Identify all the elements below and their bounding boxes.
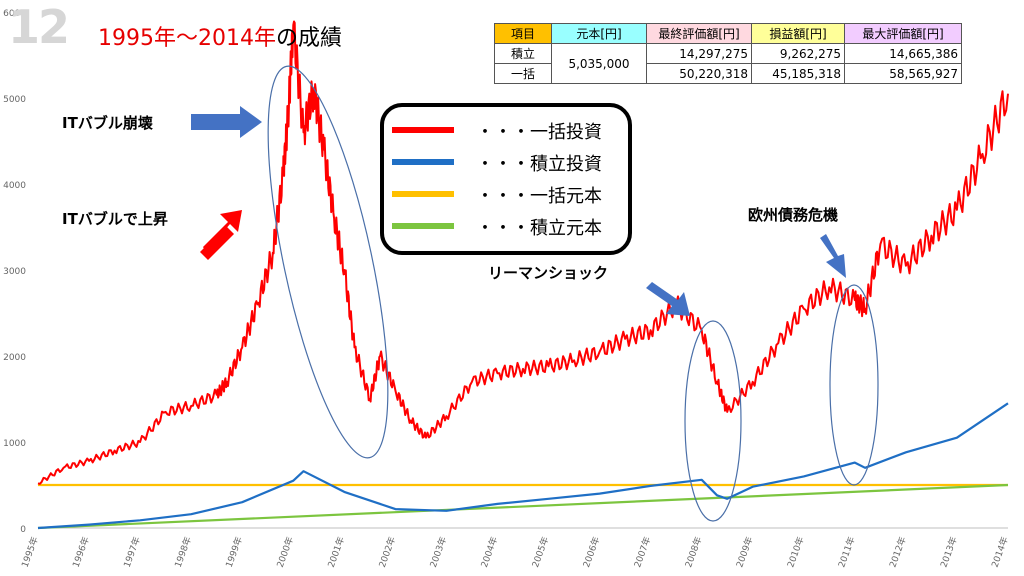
- arrow-right-icon: [191, 106, 262, 138]
- y-tick-label: 2000: [3, 353, 26, 363]
- highlight-ellipse-lehman: [684, 320, 742, 522]
- x-tick-label: 2004年: [478, 535, 500, 569]
- annotation-lehman-shock: リーマンショック: [488, 264, 609, 282]
- annotation-it-bubble-rise: ITバブルで上昇: [62, 210, 168, 228]
- final-value: 14,297,275: [646, 43, 752, 64]
- summary-table: 項目 元本[円] 最終評価額[円] 損益額[円] 最大評価額[円] 積立 5,0…: [494, 23, 962, 84]
- arrow-up-right-shaft-icon: [200, 226, 234, 260]
- x-tick-label: 1999年: [223, 535, 245, 569]
- legend-swatch: [392, 159, 454, 165]
- legend-item-tsumitate: ・・・積立投資: [384, 147, 628, 175]
- slide-title-range: 1995年～2014年: [98, 26, 276, 51]
- x-tick-label: 1997年: [121, 535, 143, 569]
- max-value: 14,665,386: [844, 43, 962, 64]
- arrow-down-right-icon: [646, 282, 690, 316]
- x-tick-label: 2013年: [938, 535, 960, 569]
- x-tick-label: 2002年: [376, 535, 398, 569]
- header-max: 最大評価額[円]: [844, 23, 962, 44]
- final-value: 50,220,318: [646, 63, 752, 84]
- header-final: 最終評価額[円]: [646, 23, 752, 44]
- legend-swatch: [392, 223, 454, 229]
- x-tick-label: 2014年: [989, 535, 1011, 569]
- x-tick-label: 2012年: [887, 535, 909, 569]
- x-tick-label: 2010年: [784, 535, 806, 569]
- x-tick-label: 2000年: [274, 535, 296, 569]
- highlight-ellipse-it-bubble: [267, 65, 389, 459]
- legend-label: ・・・積立元本: [476, 218, 602, 239]
- slide-title: 1995年～2014年の成績: [98, 20, 342, 52]
- x-tick-label: 2003年: [427, 535, 449, 569]
- x-tick-label: 2006年: [580, 535, 602, 569]
- x-tick-label: 2005年: [529, 535, 551, 569]
- chart-legend: ・・・一括投資 ・・・積立投資 ・・・一括元本 ・・・積立元本: [380, 103, 632, 255]
- series-line: [37, 483, 1009, 530]
- legend-label: ・・・積立投資: [476, 154, 602, 175]
- slide-title-suffix: の成績: [275, 26, 342, 51]
- principal-value: 5,035,000: [551, 43, 647, 84]
- row-label: 積立: [494, 43, 552, 64]
- y-tick-label: 1000: [3, 439, 26, 449]
- x-tick-label: 2008年: [682, 535, 704, 569]
- summary-row-tsumitate: 積立 5,035,000 14,297,275 9,262,275 14,665…: [494, 43, 962, 84]
- arrow-down-right-icon: [820, 234, 846, 278]
- legend-swatch: [392, 127, 454, 133]
- max-value: 58,565,927: [844, 63, 962, 84]
- y-tick-label: 4000: [3, 181, 26, 191]
- slide-number: 12: [8, 0, 70, 54]
- series-line: [37, 20, 1009, 485]
- x-tick-label: 2001年: [325, 535, 347, 569]
- x-tick-label: 1995年: [19, 535, 41, 569]
- legend-label: ・・・一括元本: [476, 186, 602, 207]
- profit-value: 9,262,275: [751, 43, 845, 64]
- y-tick-label: 5000: [3, 95, 26, 105]
- y-tick-label: 6000: [3, 9, 26, 19]
- x-tick-label: 2009年: [733, 535, 755, 569]
- header-profit: 損益額[円]: [751, 23, 845, 44]
- profit-value: 45,185,318: [751, 63, 845, 84]
- legend-item-ikkatsu: ・・・一括投資: [384, 115, 628, 143]
- highlight-ellipse-euro-crisis: [829, 284, 879, 486]
- header-item: 項目: [494, 23, 552, 44]
- summary-header-row: 項目 元本[円] 最終評価額[円] 損益額[円] 最大評価額[円]: [494, 23, 962, 44]
- row-label: 一括: [494, 63, 552, 84]
- y-tick-label: 3000: [3, 267, 26, 277]
- header-principal: 元本[円]: [551, 23, 647, 44]
- x-tick-label: 2007年: [631, 535, 653, 569]
- summary-row-ikkatsu: 一括 50,220,318 45,185,318 58,565,927: [494, 63, 962, 84]
- legend-swatch: [392, 191, 454, 197]
- x-tick-label: 1996年: [70, 535, 92, 569]
- x-tick-label: 2011年: [835, 535, 857, 569]
- series-line: [37, 402, 1009, 530]
- x-tick-label: 1998年: [172, 535, 194, 569]
- legend-item-tsumitate-principal: ・・・積立元本: [384, 211, 628, 239]
- y-tick-label: 0: [20, 525, 26, 535]
- annotation-euro-debt-crisis: 欧州債務危機: [748, 206, 839, 224]
- legend-item-ikkatsu-principal: ・・・一括元本: [384, 179, 628, 207]
- annotation-it-bubble-collapse: ITバブル崩壊: [62, 114, 153, 132]
- legend-label: ・・・一括投資: [476, 122, 602, 143]
